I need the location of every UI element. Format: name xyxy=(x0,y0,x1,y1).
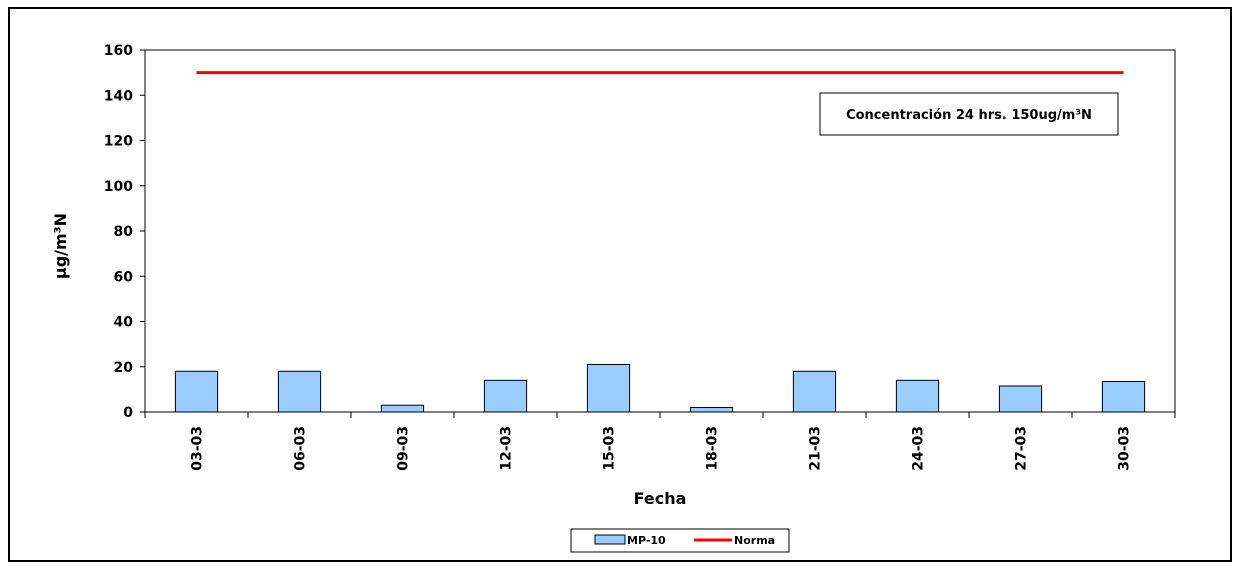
bar-mp10 xyxy=(1101,380,1146,413)
legend-label-mp10: MP-10 xyxy=(627,534,666,547)
y-tick-label: 20 xyxy=(114,360,134,376)
bar-mp10 xyxy=(689,406,734,413)
x-axis-title: Fecha xyxy=(634,489,687,508)
bar-mp10 xyxy=(586,363,631,413)
bar-mp10 xyxy=(483,379,528,413)
x-tick-label: 21-03 xyxy=(808,426,824,471)
legend: MP-10 Norma xyxy=(570,528,790,553)
annotation-text: Concentración 24 hrs. 150ug/m³N xyxy=(846,108,1092,123)
y-tick-label: 0 xyxy=(123,405,133,421)
legend-swatch-mp10 xyxy=(594,534,626,545)
y-tick-label: 100 xyxy=(104,179,133,195)
y-tick-label: 160 xyxy=(104,43,133,59)
bar-mp10 xyxy=(792,370,837,413)
x-tick-label: 24-03 xyxy=(911,426,927,471)
y-tick-label: 60 xyxy=(114,269,134,285)
bar-mp10 xyxy=(998,385,1043,413)
y-axis: 0 20 40 60 80 100 120 140 160 xyxy=(104,43,145,421)
bar-mp10 xyxy=(380,404,425,413)
bar-mp10 xyxy=(895,379,940,413)
y-axis-title: µg/m³N xyxy=(51,213,70,279)
x-axis: 03-03 06-03 09-03 12-03 15-03 18-03 21-03 24-03… xyxy=(144,412,1176,471)
y-tick-label: 40 xyxy=(114,315,134,331)
x-tick-label: 30-03 xyxy=(1117,426,1133,471)
x-tick-label: 18-03 xyxy=(705,426,721,471)
x-tick-label: 12-03 xyxy=(499,426,515,471)
x-tick-label: 06-03 xyxy=(293,426,309,471)
legend-label-norma: Norma xyxy=(734,534,775,547)
bar-mp10 xyxy=(277,370,322,413)
y-tick-label: 140 xyxy=(104,88,133,104)
annotation-border xyxy=(819,92,1119,136)
annotation-box: Concentración 24 hrs. 150ug/m³N xyxy=(819,92,1119,136)
x-tick-label: 03-03 xyxy=(190,426,206,471)
bar-mp10 xyxy=(174,370,219,413)
y-tick-label: 80 xyxy=(114,224,134,240)
y-tick-label: 120 xyxy=(104,134,133,150)
bar-series xyxy=(174,363,1146,413)
x-tick-label: 27-03 xyxy=(1014,426,1030,471)
x-tick-label: 15-03 xyxy=(602,426,618,471)
x-tick-label: 09-03 xyxy=(396,426,412,471)
